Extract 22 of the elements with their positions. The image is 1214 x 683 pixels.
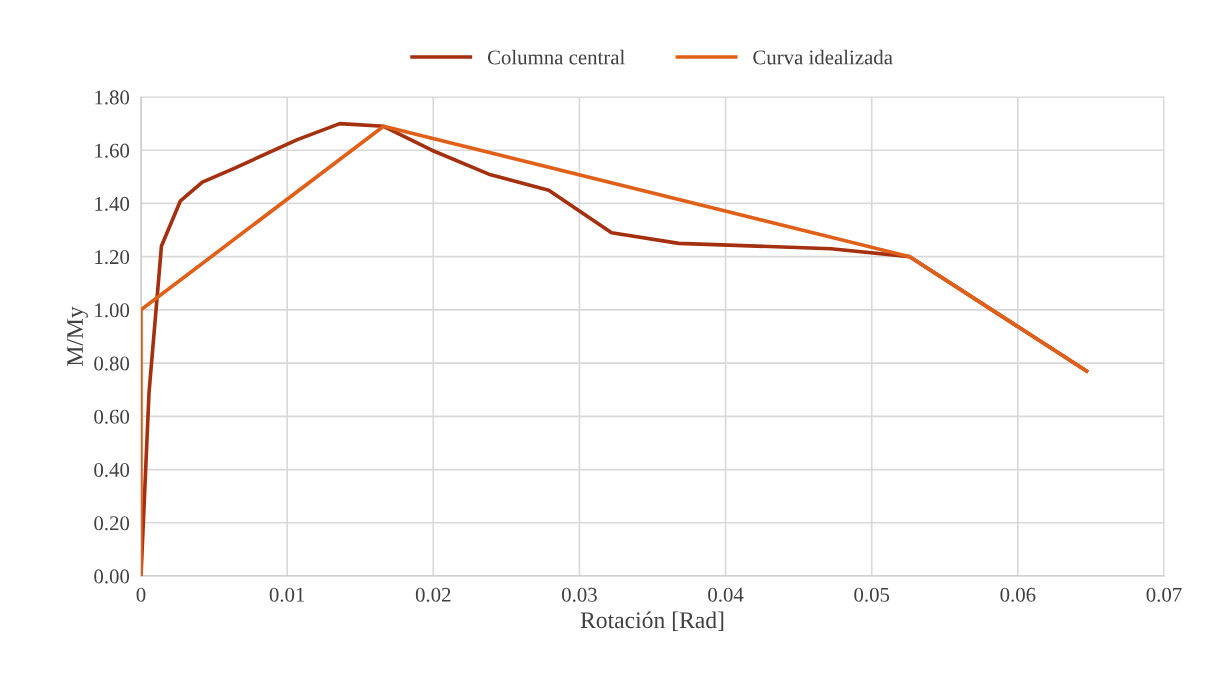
y-tick-label: 0.40 — [94, 462, 130, 478]
x-axis-title: Rotación [Rad] — [580, 611, 724, 632]
x-tick-label: 0.07 — [1146, 587, 1182, 602]
y-tick-label: 0.80 — [94, 356, 130, 371]
y-tick-label: 0.00 — [94, 569, 130, 584]
legend-label: Columna central — [487, 49, 625, 65]
x-tick-label: 0.04 — [708, 587, 744, 602]
y-tick-label: 0.60 — [94, 409, 130, 424]
x-tick-label: 0 — [136, 587, 146, 602]
x-tick-label: 0.01 — [269, 587, 305, 602]
y-tick-label: 1.60 — [95, 143, 130, 158]
y-tick-label: 1.00 — [95, 303, 130, 318]
y-tick-label: 1.20 — [95, 250, 130, 265]
y-tick-label: 0.20 — [94, 516, 130, 531]
x-tick-label: 0.06 — [1000, 587, 1036, 602]
x-tick-label: 0.03 — [561, 587, 597, 602]
x-tick-label: 0.02 — [415, 587, 451, 602]
x-tick-label: 0.05 — [854, 587, 890, 602]
y-tick-label: 1.40 — [95, 196, 130, 211]
legend-label: Curva idealizada — [753, 49, 893, 65]
y-axis-title: M/My — [67, 306, 88, 366]
y-tick-label: 1.80 — [95, 90, 130, 105]
